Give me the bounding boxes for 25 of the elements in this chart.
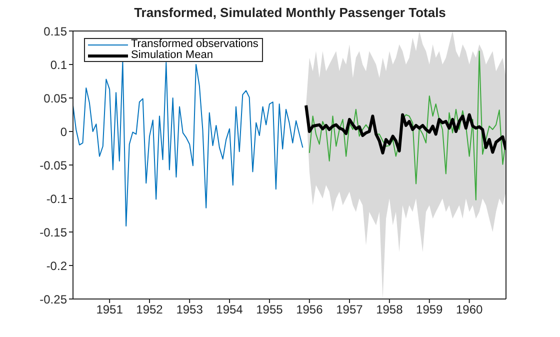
y-tick-label: -0.2 — [46, 258, 68, 273]
line-series — [73, 60, 304, 226]
y-tick-label: 0.05 — [44, 91, 68, 106]
chart-title: Transformed, Simulated Monthly Passenger Totals — [133, 5, 447, 20]
legend-label: Simulation Mean — [131, 49, 213, 61]
y-tick-label: 0.15 — [44, 24, 68, 38]
x-tick-label: 1957 — [336, 302, 364, 317]
x-tick-label: 1954 — [216, 302, 244, 317]
legend-label: Transformed observations — [131, 38, 258, 50]
line-series — [308, 50, 506, 200]
x-tick-label: 1953 — [176, 302, 204, 317]
x-tick-label: 1956 — [296, 302, 324, 317]
y-tick-label: 0.1 — [50, 58, 68, 72]
x-tick-label: 1951 — [96, 302, 124, 317]
y-tick-label: -0.05 — [40, 158, 68, 172]
y-tick-label: 0 — [60, 124, 68, 139]
x-tick-label: 1952 — [136, 302, 164, 317]
y-tick-label: -0.1 — [46, 192, 68, 206]
line-series — [304, 104, 506, 154]
x-tick-label: 1960 — [456, 302, 484, 317]
x-tick-label: 1958 — [376, 302, 404, 317]
y-tick-label: -0.25 — [40, 292, 68, 306]
x-tick-label: 1959 — [416, 302, 444, 317]
y-tick-label: -0.15 — [40, 225, 68, 240]
x-tick-label: 1955 — [256, 302, 284, 317]
